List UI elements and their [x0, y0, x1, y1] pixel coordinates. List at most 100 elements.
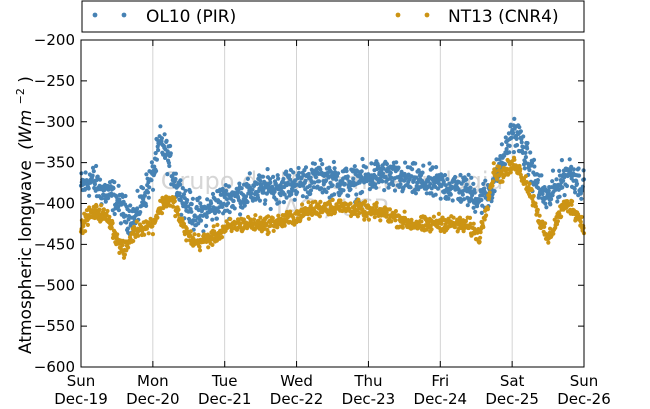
data-point — [94, 163, 99, 169]
data-point — [359, 169, 364, 174]
data-point — [487, 190, 492, 195]
data-point — [274, 197, 279, 202]
data-point — [503, 135, 508, 140]
data-point — [530, 160, 535, 165]
y-axis-label-text: Atmospheric longwave — [16, 160, 36, 354]
x-tick-label-date: Dec-19 — [54, 390, 108, 408]
data-point — [178, 178, 183, 183]
data-point — [470, 193, 475, 198]
data-point — [239, 186, 244, 191]
data-point — [512, 157, 517, 162]
data-point — [277, 200, 282, 205]
data-point — [175, 212, 181, 217]
data-point — [255, 195, 261, 200]
data-point — [439, 221, 444, 226]
data-point — [237, 181, 242, 186]
data-point — [427, 161, 432, 166]
data-point — [123, 193, 128, 199]
data-point — [159, 136, 164, 141]
data-point — [318, 199, 323, 204]
data-point — [91, 169, 96, 174]
data-point — [232, 206, 237, 211]
data-point — [338, 198, 343, 203]
data-point — [550, 179, 555, 184]
data-point — [312, 161, 317, 166]
data-point — [159, 211, 165, 216]
data-point — [409, 217, 414, 222]
y-tick-label: −350 — [34, 154, 75, 172]
data-point — [281, 176, 286, 182]
data-point — [101, 207, 106, 212]
data-point — [135, 206, 140, 211]
data-point — [149, 178, 154, 183]
data-point — [385, 213, 390, 218]
data-point — [158, 124, 163, 129]
data-point — [109, 225, 114, 230]
data-point — [531, 157, 537, 162]
data-point — [528, 150, 533, 155]
data-point — [179, 212, 184, 217]
data-point — [144, 226, 149, 231]
data-point — [428, 181, 433, 186]
data-point — [551, 231, 556, 236]
data-point — [238, 224, 243, 230]
x-tick-label-day: Sun — [570, 372, 599, 390]
data-point — [576, 166, 581, 171]
data-point — [300, 202, 305, 207]
data-point — [374, 185, 379, 190]
data-point — [164, 138, 169, 143]
data-point — [400, 225, 405, 230]
data-point — [507, 143, 512, 148]
data-point — [306, 200, 311, 205]
data-point — [578, 219, 583, 224]
data-point — [241, 217, 246, 222]
data-point — [193, 218, 198, 223]
data-point — [492, 189, 497, 194]
data-point — [147, 185, 152, 190]
legend-label-ol10: OL10 (PIR) — [146, 7, 236, 27]
data-point — [354, 192, 359, 197]
data-point — [571, 167, 577, 172]
data-point — [204, 214, 209, 219]
y-tick-label: −550 — [34, 317, 75, 335]
data-point — [162, 132, 167, 137]
data-point — [408, 185, 413, 190]
data-point — [574, 181, 580, 186]
data-point — [389, 219, 394, 224]
data-point — [367, 187, 372, 192]
data-point — [156, 148, 161, 153]
x-tick-label-day: Thu — [353, 372, 382, 390]
data-point — [521, 134, 526, 139]
data-point — [271, 228, 276, 233]
data-point — [116, 183, 121, 188]
data-point — [548, 226, 553, 231]
data-point — [210, 191, 216, 197]
data-point — [266, 214, 271, 219]
y-tick-label: −250 — [34, 72, 75, 90]
data-point — [318, 157, 323, 163]
data-point — [453, 174, 458, 180]
x-tick-label-day: Tue — [211, 372, 238, 390]
data-point — [252, 183, 257, 188]
data-point — [281, 200, 286, 205]
data-point — [181, 221, 187, 226]
data-point — [320, 162, 325, 167]
data-point — [334, 177, 339, 182]
data-point — [176, 207, 181, 212]
x-tick-label-date: Dec-25 — [485, 390, 539, 408]
data-point — [85, 222, 90, 227]
data-point — [535, 207, 540, 212]
data-point — [318, 167, 323, 172]
data-point — [127, 208, 132, 214]
data-point — [123, 213, 128, 218]
data-point — [198, 201, 203, 206]
data-point — [310, 212, 315, 217]
data-point — [125, 226, 130, 231]
data-point — [393, 218, 398, 223]
x-tick-label-day: Fri — [431, 372, 449, 390]
data-point — [484, 213, 489, 218]
data-point — [258, 215, 263, 220]
data-point — [116, 204, 121, 209]
data-point — [165, 172, 170, 177]
data-point — [561, 178, 566, 183]
